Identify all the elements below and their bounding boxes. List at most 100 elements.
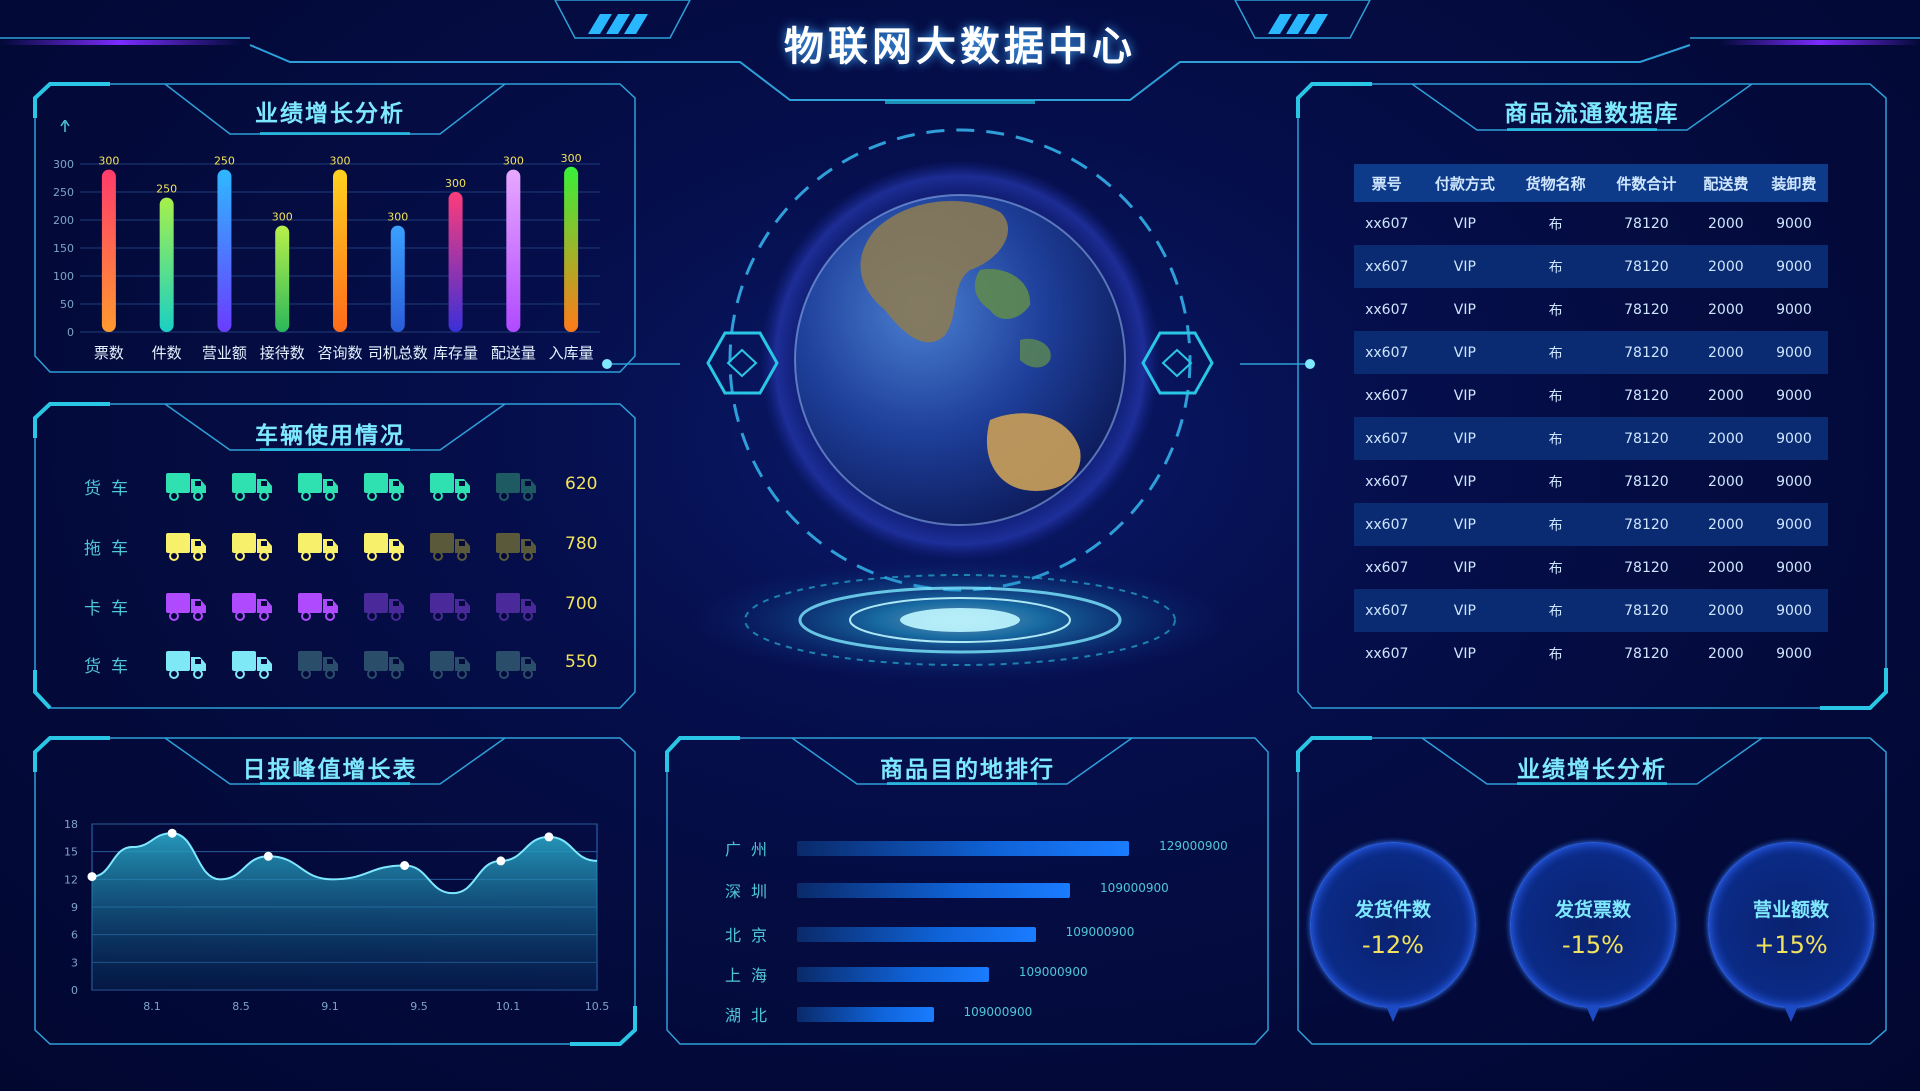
bar-data-label: 300 xyxy=(387,211,408,224)
goods-db-title: 商品流通数据库 xyxy=(1504,101,1680,127)
x-category-label: 票数 xyxy=(94,344,124,360)
x-category-label: 入库量 xyxy=(549,344,594,360)
van-icon xyxy=(430,593,470,621)
destination-value: 109000900 xyxy=(1100,881,1169,895)
table-cell: 78120 xyxy=(1601,245,1692,288)
column-header[interactable]: 票号 xyxy=(1354,164,1420,202)
vehicles-title: 车辆使用情况 xyxy=(255,423,405,449)
column-header[interactable]: 装卸费 xyxy=(1759,164,1828,202)
table-cell: VIP xyxy=(1419,503,1511,546)
column-header[interactable]: 配送费 xyxy=(1691,164,1760,202)
bar-data-label: 300 xyxy=(445,177,466,190)
vehicle-label: 拖车 xyxy=(84,539,138,559)
bar-1 xyxy=(159,197,174,332)
table-row[interactable]: xx607 VIP 布 78120 2000 9000 xyxy=(1354,417,1828,460)
table-cell: 2000 xyxy=(1708,559,1744,576)
table-cell: 9000 xyxy=(1759,417,1828,460)
growth-value: -15% xyxy=(1561,931,1624,959)
table-cell: 9000 xyxy=(1776,645,1812,662)
destination-value: 109000900 xyxy=(963,1005,1033,1019)
performance-bar-chart: 0 50 100 150 200 250 300 300 票数 250 件数 250 营业额 300 接待数… xyxy=(53,120,600,360)
table-cell: 布 xyxy=(1510,245,1602,288)
destination-city: 湖北 xyxy=(725,1006,778,1025)
table-row[interactable]: xx607 VIP 布 78120 2000 9000 xyxy=(1354,331,1828,374)
destination-value: 109000900 xyxy=(1018,965,1088,979)
van-icon xyxy=(364,593,404,621)
daily-peak-title: 日报峰值增长表 xyxy=(242,757,418,783)
table-cell: VIP xyxy=(1419,245,1511,288)
table-cell: 2000 xyxy=(1708,473,1744,490)
y-tick-label: 6 xyxy=(71,929,78,942)
table-cell: 2000 xyxy=(1708,387,1744,404)
table-row[interactable]: xx607 VIP 布 78120 2000 9000 xyxy=(1354,460,1828,503)
x-tick-label: 8.5 xyxy=(232,1000,250,1013)
y-tick-label: 12 xyxy=(64,873,78,886)
van-icon xyxy=(232,593,272,621)
x-tick-label: 9.1 xyxy=(321,1000,339,1013)
bar-data-label: 300 xyxy=(561,152,582,165)
destination-row: 上海 109000900 xyxy=(667,962,1187,986)
table-cell: 2000 xyxy=(1708,215,1744,232)
column-header[interactable]: 件数合计 xyxy=(1601,164,1692,202)
table-cell: 2000 xyxy=(1691,503,1760,546)
y-tick-label: 15 xyxy=(64,846,78,859)
x-tick-label: 8.1 xyxy=(143,1000,161,1013)
table-row[interactable]: xx607 VIP 布 78120 2000 9000 xyxy=(1354,589,1828,632)
table-row[interactable]: xx607 VIP 布 78120 2000 9000 xyxy=(1354,503,1828,546)
table-row[interactable]: xx607 VIP 布 78120 2000 9000 xyxy=(1354,632,1828,675)
table-cell: 78120 xyxy=(1601,417,1692,460)
column-header[interactable]: 付款方式 xyxy=(1419,164,1511,202)
x-category-label: 司机总数 xyxy=(368,344,428,360)
table-cell: VIP xyxy=(1453,473,1476,490)
table-cell: 78120 xyxy=(1624,215,1669,232)
series-line xyxy=(91,832,598,895)
column-header[interactable]: 货物名称 xyxy=(1510,164,1602,202)
destination-value: 129000900 xyxy=(1159,839,1228,853)
table-cell: xx607 xyxy=(1354,245,1420,288)
y-tick-label: 250 xyxy=(53,186,74,199)
table-cell: 9000 xyxy=(1776,559,1812,576)
box-truck-icon xyxy=(496,473,536,501)
bubble-tail xyxy=(1784,1006,1798,1022)
y-tick-label: 18 xyxy=(64,818,78,831)
page-title: 物联网大数据中心 xyxy=(784,24,1136,70)
table-row[interactable]: xx607 VIP 布 78120 2000 9000 xyxy=(1354,202,1828,245)
pickup-truck-icon xyxy=(232,533,272,561)
pickup-truck-icon xyxy=(298,533,338,561)
table-cell: 78120 xyxy=(1624,387,1669,404)
table-row[interactable]: xx607 VIP 布 78120 2000 9000 xyxy=(1354,546,1828,589)
table-cell: xx607 xyxy=(1365,559,1409,576)
table-cell: xx607 xyxy=(1354,503,1420,546)
bar-data-label: 300 xyxy=(330,155,351,168)
table-cell: 9000 xyxy=(1776,301,1812,318)
table-cell: 2000 xyxy=(1708,645,1744,662)
y-tick-label: 3 xyxy=(71,956,78,969)
x-category-label: 库存量 xyxy=(433,344,478,360)
destination-bar xyxy=(797,883,1071,898)
daily-peak-panel: 日报峰值增长表 0 3 6 9 12 15 18 8.1 8.5 9.1 9.5 10.1 10.5 xyxy=(0,738,660,1044)
vehicle-count: 550 xyxy=(565,652,598,672)
table-cell: 78120 xyxy=(1624,559,1669,576)
daily-peak-line-chart: 0 3 6 9 12 15 18 8.1 8.5 9.1 9.5 10.1 10.5 xyxy=(64,818,609,1013)
lorry-icon xyxy=(298,651,338,679)
table-row[interactable]: xx607 VIP 布 78120 2000 9000 xyxy=(1354,374,1828,417)
box-truck-icon xyxy=(430,473,470,501)
vehicle-label: 货车 xyxy=(84,657,138,677)
x-category-label: 件数 xyxy=(152,344,182,360)
vehicle-label: 货车 xyxy=(84,479,138,499)
table-cell: 2000 xyxy=(1691,331,1760,374)
table-cell: 布 xyxy=(1510,589,1602,632)
van-icon xyxy=(166,593,206,621)
bar-data-label: 250 xyxy=(156,183,177,196)
destination-row: 北京 109000900 xyxy=(667,922,1187,946)
goods-table-header: 票号 付款方式 货物名称 件数合计 配送费 装卸费 xyxy=(1354,164,1828,202)
table-row[interactable]: xx607 VIP 布 78120 2000 9000 xyxy=(1354,288,1828,331)
bar-6 xyxy=(448,192,463,332)
destination-bar xyxy=(797,841,1130,856)
bar-0 xyxy=(101,169,116,332)
table-row[interactable]: xx607 VIP 布 78120 2000 9000 xyxy=(1354,245,1828,288)
goods-table-body: xx607 VIP 布 78120 2000 9000 xx607 VIP 布 78120 2000… xyxy=(1354,202,1828,675)
x-category-label: 咨询数 xyxy=(317,344,362,360)
table-cell: 2000 xyxy=(1708,301,1744,318)
